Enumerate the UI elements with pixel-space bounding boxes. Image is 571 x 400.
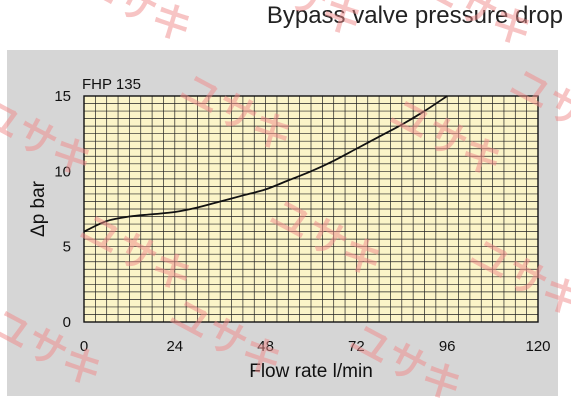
x-tick-label: 24	[166, 338, 183, 355]
y-axis-label: Δp bar	[28, 180, 49, 237]
x-tick-label: 96	[439, 338, 456, 355]
chart-title: Bypass valve pressure drop	[266, 2, 563, 29]
y-tick-label: 0	[63, 314, 71, 331]
chart-subtitle: FHP 135	[82, 76, 141, 93]
series-line	[83, 95, 448, 233]
x-axis-label: Flow rate l/min	[249, 361, 373, 382]
x-tick-label: 48	[257, 338, 274, 355]
y-tick-label: 10	[54, 163, 71, 180]
watermark: ユサキ	[413, 0, 540, 56]
y-tick-label: 5	[63, 239, 71, 256]
watermark: ユサキ	[243, 0, 370, 46]
x-tick-label: 120	[525, 338, 550, 355]
watermark: ユサキ	[343, 316, 470, 400]
x-tick-label: 0	[80, 338, 88, 355]
x-tick-label: 72	[348, 338, 365, 355]
y-tick-label: 15	[54, 88, 71, 105]
grid	[84, 96, 538, 322]
watermark: ユサキ	[73, 0, 200, 52]
